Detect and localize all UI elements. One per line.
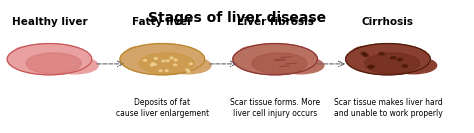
Ellipse shape <box>277 57 324 74</box>
Ellipse shape <box>361 52 366 55</box>
Ellipse shape <box>126 47 151 61</box>
Ellipse shape <box>369 65 374 68</box>
Text: Scar tissue makes liver hard
and unable to work properly: Scar tissue makes liver hard and unable … <box>334 98 442 118</box>
Ellipse shape <box>173 64 177 66</box>
Ellipse shape <box>187 70 190 72</box>
Ellipse shape <box>402 65 408 67</box>
Ellipse shape <box>139 53 194 74</box>
Ellipse shape <box>7 44 92 75</box>
Text: Cirrhosis: Cirrhosis <box>362 17 414 27</box>
Ellipse shape <box>13 47 38 61</box>
Ellipse shape <box>363 54 368 56</box>
Ellipse shape <box>170 57 173 59</box>
Ellipse shape <box>120 44 205 75</box>
Text: Scar tissue forms. More
liver cell injury occurs: Scar tissue forms. More liver cell injur… <box>230 98 320 118</box>
Ellipse shape <box>397 58 402 61</box>
Ellipse shape <box>144 59 146 61</box>
Ellipse shape <box>153 64 156 65</box>
Ellipse shape <box>162 60 165 62</box>
Ellipse shape <box>346 44 430 75</box>
Text: Fatty liver: Fatty liver <box>132 17 192 27</box>
Ellipse shape <box>174 59 177 61</box>
Ellipse shape <box>52 57 98 74</box>
Ellipse shape <box>166 60 169 62</box>
Ellipse shape <box>189 63 192 65</box>
Ellipse shape <box>352 47 377 61</box>
Ellipse shape <box>155 58 157 59</box>
Text: Deposits of fat
cause liver enlargement: Deposits of fat cause liver enlargement <box>116 98 209 118</box>
Ellipse shape <box>252 53 307 74</box>
Ellipse shape <box>391 57 396 59</box>
Text: Liver fibrosis: Liver fibrosis <box>237 17 314 27</box>
Ellipse shape <box>164 57 211 74</box>
Ellipse shape <box>233 44 318 75</box>
Ellipse shape <box>365 53 419 74</box>
Ellipse shape <box>165 70 168 72</box>
Ellipse shape <box>379 53 384 55</box>
Ellipse shape <box>239 47 264 61</box>
Ellipse shape <box>368 66 373 68</box>
Ellipse shape <box>151 63 155 65</box>
Ellipse shape <box>151 64 154 66</box>
Ellipse shape <box>186 69 189 71</box>
Ellipse shape <box>26 53 81 74</box>
Ellipse shape <box>390 57 437 74</box>
Ellipse shape <box>159 70 162 72</box>
Text: Stages of liver disease: Stages of liver disease <box>148 11 327 24</box>
Text: Healthy liver: Healthy liver <box>12 17 87 27</box>
